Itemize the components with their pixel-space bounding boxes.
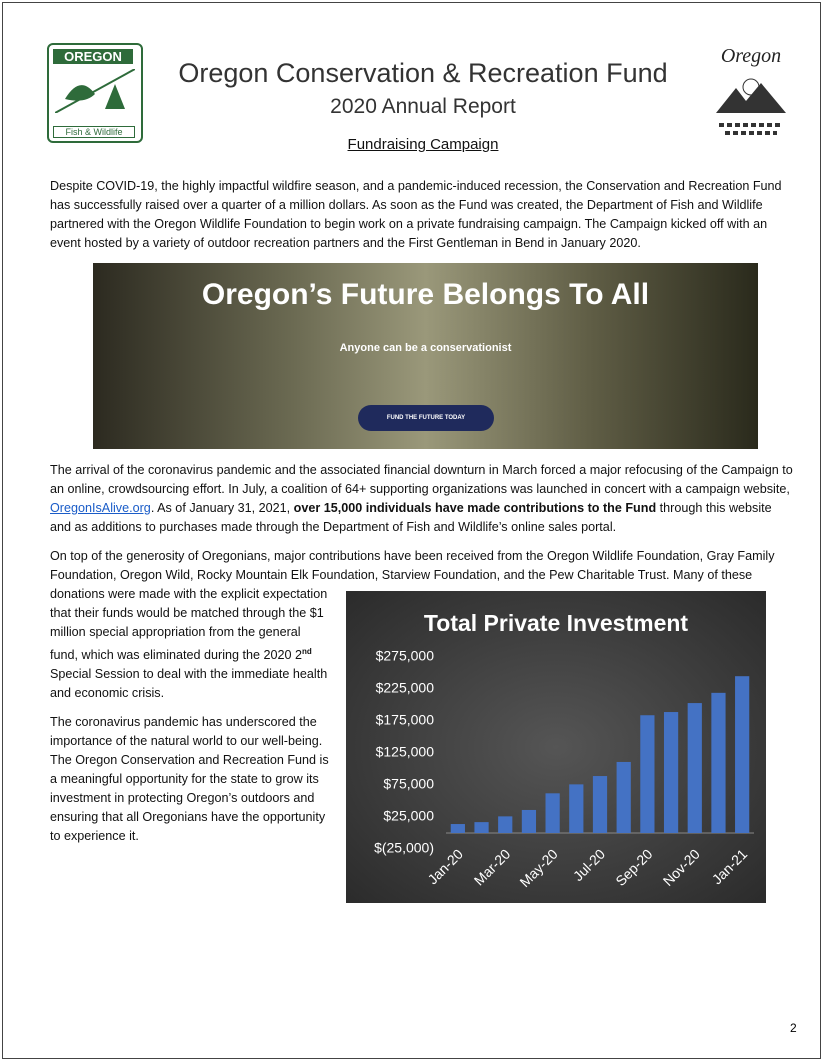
y-tick-label: $125,000 — [376, 744, 435, 760]
banner-headline: Oregon’s Future Belongs To All — [93, 285, 758, 304]
y-tick-label: $275,000 — [376, 648, 435, 664]
page: OREGON Fish & Wildlife Oregon Conservati… — [2, 2, 821, 1059]
bar — [451, 824, 465, 833]
banner-tagline: Anyone can be a conservationist — [93, 339, 758, 358]
bar — [474, 822, 488, 833]
link[interactable]: OregonIsAlive.org — [50, 501, 151, 515]
superscript: nd — [302, 647, 312, 656]
y-tick-label: $25,000 — [383, 808, 434, 824]
page-body: OREGON Fish & Wildlife Oregon Conservati… — [0, 0, 825, 1063]
text: The coronavirus pandemic has underscored… — [50, 715, 329, 843]
text: . As of January 31, 2021, — [151, 501, 294, 515]
x-tick-label: Jan-21 — [709, 846, 751, 888]
bar — [688, 703, 702, 833]
logo-text: OREGON — [53, 49, 133, 64]
x-tick-label: May-20 — [516, 846, 560, 890]
bar — [522, 810, 536, 833]
content: Despite COVID-19, the highly impactful w… — [50, 177, 796, 907]
subtitle: 2020 Annual Report — [143, 95, 703, 119]
logo-text: Fish & Wildlife — [53, 126, 135, 138]
paragraph: Despite COVID-19, the highly impactful w… — [50, 177, 796, 253]
fund-logo: Oregon — [711, 45, 791, 145]
x-tick-label: Jul-20 — [570, 846, 608, 884]
chart-svg: Total Private Investment $(25,000) $25,00… — [346, 591, 766, 903]
bar — [593, 776, 607, 833]
x-tick-label: Nov-20 — [660, 846, 703, 889]
y-tick-label: $75,000 — [383, 776, 434, 792]
y-tick-label: $175,000 — [376, 712, 435, 728]
bar — [546, 793, 560, 833]
bar — [640, 715, 654, 833]
page-number: 2 — [790, 1021, 797, 1035]
banner-image: Oregon’s Future Belongs To All Anyone ca… — [93, 263, 758, 449]
chart-title: Total Private Investment — [424, 610, 688, 636]
x-tick-label: Mar-20 — [471, 846, 514, 889]
bold-text: over 15,000 individuals have made contri… — [294, 501, 657, 515]
x-tick-label: Sep-20 — [612, 846, 655, 889]
chart: Total Private Investment $(25,000) $25,00… — [346, 591, 766, 903]
bar — [735, 676, 749, 833]
bar — [664, 712, 678, 833]
paragraph: The arrival of the coronavirus pandemic … — [50, 461, 796, 537]
text: Despite COVID-19, the highly impactful w… — [50, 179, 782, 250]
text: Special Session to deal with the immedia… — [50, 667, 327, 700]
bar — [617, 762, 631, 833]
y-tick-label: $225,000 — [376, 680, 435, 696]
section-heading: Fundraising Campaign — [143, 136, 703, 153]
title: Oregon Conservation & Recreation Fund — [143, 58, 703, 89]
bar — [569, 784, 583, 833]
bar — [711, 693, 725, 833]
y-tick-label: $(25,000) — [374, 840, 434, 856]
odfw-logo: OREGON Fish & Wildlife — [47, 43, 143, 143]
logo-art — [55, 69, 135, 113]
bar — [498, 816, 512, 833]
logo-text: Oregon — [711, 45, 791, 68]
logo-art — [711, 73, 791, 143]
text: The arrival of the coronavirus pandemic … — [50, 463, 793, 496]
banner-button: FUND THE FUTURE TODAY — [358, 405, 494, 431]
